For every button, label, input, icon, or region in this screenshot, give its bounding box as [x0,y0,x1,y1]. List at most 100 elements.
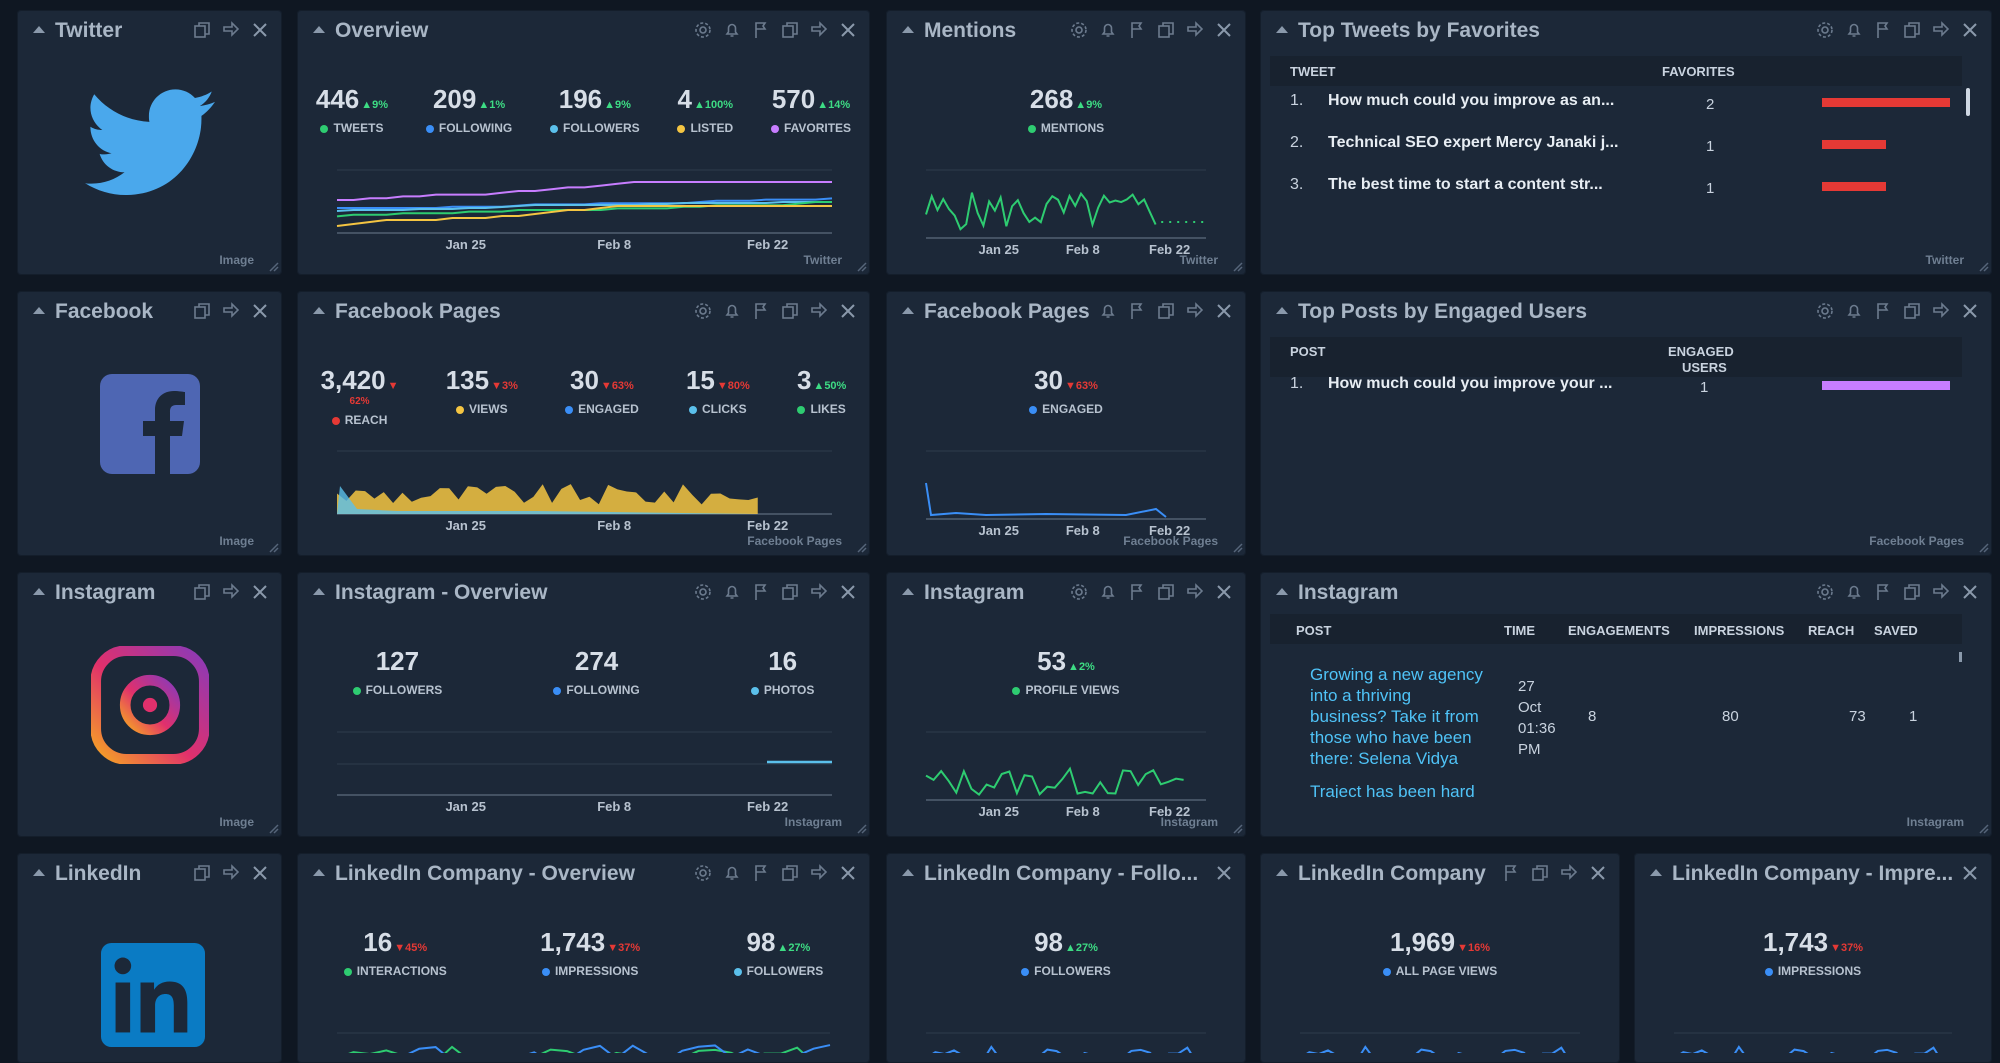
close-icon[interactable] [838,582,858,602]
close-icon[interactable] [250,20,270,40]
collapse-icon[interactable] [1276,588,1288,595]
collapse-icon[interactable] [1276,307,1288,314]
bell-icon[interactable] [1844,301,1864,321]
copy-icon[interactable] [1902,582,1922,602]
close-icon[interactable] [1960,301,1980,321]
share-icon[interactable] [809,863,829,883]
flag-icon[interactable] [751,863,771,883]
copy-icon[interactable] [1902,20,1922,40]
column-header-post[interactable]: POST [1296,623,1332,638]
column-header-engagements[interactable]: ENGAGEMENTS [1568,623,1670,638]
share-icon[interactable] [809,582,829,602]
gear-icon[interactable] [1069,20,1089,40]
resize-handle-icon[interactable] [1977,541,1989,553]
flag-icon[interactable] [1873,582,1893,602]
gear-icon[interactable] [1815,582,1835,602]
row-text[interactable]: Technical SEO expert Mercy Janaki j... [1328,134,1619,151]
row-text[interactable]: The best time to start a content str... [1328,176,1603,193]
collapse-icon[interactable] [313,26,325,33]
column-header-engaged[interactable]: ENGAGED [1668,344,1734,359]
share-icon[interactable] [1185,582,1205,602]
post-link-line[interactable]: there: Selena Vidya [1310,749,1459,768]
copy-icon[interactable] [1156,301,1176,321]
copy-icon[interactable] [192,301,212,321]
share-icon[interactable] [1931,20,1951,40]
scrollbar-thumb[interactable] [1966,88,1970,116]
close-icon[interactable] [1214,863,1234,883]
bell-icon[interactable] [1098,301,1118,321]
copy-icon[interactable] [1902,301,1922,321]
post-link-line[interactable]: into a thriving [1310,686,1412,705]
flag-icon[interactable] [1127,20,1147,40]
resize-handle-icon[interactable] [1977,260,1989,272]
share-icon[interactable] [1931,301,1951,321]
flag-icon[interactable] [1873,20,1893,40]
gear-icon[interactable] [1069,582,1089,602]
close-icon[interactable] [1214,20,1234,40]
table-row[interactable]: Growing a new agency into a thriving bus… [1310,664,1483,769]
close-icon[interactable] [1960,863,1980,883]
collapse-icon[interactable] [1650,869,1662,876]
share-icon[interactable] [1931,582,1951,602]
column-header-favorites[interactable]: FAVORITES [1662,64,1735,79]
copy-icon[interactable] [192,582,212,602]
flag-icon[interactable] [1501,863,1521,883]
resize-handle-icon[interactable] [1231,260,1243,272]
resize-handle-icon[interactable] [267,822,279,834]
column-header-users[interactable]: USERS [1682,360,1727,375]
close-icon[interactable] [1960,582,1980,602]
gear-icon[interactable] [693,20,713,40]
column-header-post[interactable]: POST [1290,344,1326,359]
bell-icon[interactable] [1844,20,1864,40]
resize-handle-icon[interactable] [1977,822,1989,834]
column-header-impressions[interactable]: IMPRESSIONS [1694,623,1785,638]
bell-icon[interactable] [722,582,742,602]
share-icon[interactable] [809,301,829,321]
share-icon[interactable] [221,301,241,321]
row-text[interactable]: How much could you improve your ... [1328,375,1613,392]
column-header-tweet[interactable]: TWEET [1290,64,1336,79]
close-icon[interactable] [1960,20,1980,40]
collapse-icon[interactable] [33,26,45,33]
copy-icon[interactable] [780,20,800,40]
close-icon[interactable] [1214,582,1234,602]
row-text[interactable]: How much could you improve as an... [1328,92,1615,109]
copy-icon[interactable] [780,863,800,883]
copy-icon[interactable] [780,301,800,321]
post-link-line[interactable]: Growing a new agency [1310,665,1483,684]
close-icon[interactable] [838,20,858,40]
gear-icon[interactable] [693,582,713,602]
copy-icon[interactable] [1530,863,1550,883]
share-icon[interactable] [809,20,829,40]
close-icon[interactable] [1214,301,1234,321]
collapse-icon[interactable] [902,869,914,876]
bell-icon[interactable] [722,20,742,40]
post-link-line[interactable]: business? Take it from [1310,707,1479,726]
flag-icon[interactable] [1127,301,1147,321]
flag-icon[interactable] [751,301,771,321]
close-icon[interactable] [1588,863,1608,883]
resize-handle-icon[interactable] [267,541,279,553]
table-row[interactable]: 3. The best time to start a content str..… [1290,176,1952,206]
bell-icon[interactable] [1098,582,1118,602]
collapse-icon[interactable] [33,869,45,876]
flag-icon[interactable] [1873,301,1893,321]
post-link-next[interactable]: Traject has been hard [1310,782,1475,798]
scrollbar-thumb[interactable] [1959,652,1962,662]
resize-handle-icon[interactable] [855,260,867,272]
share-icon[interactable] [221,863,241,883]
copy-icon[interactable] [780,582,800,602]
share-icon[interactable] [1185,301,1205,321]
copy-icon[interactable] [192,20,212,40]
resize-handle-icon[interactable] [267,260,279,272]
resize-handle-icon[interactable] [855,541,867,553]
collapse-icon[interactable] [1276,26,1288,33]
flag-icon[interactable] [1127,582,1147,602]
table-row[interactable]: 1. How much could you improve as an... 2 [1290,92,1952,122]
collapse-icon[interactable] [902,307,914,314]
gear-icon[interactable] [693,301,713,321]
column-header-saved[interactable]: SAVED [1874,623,1918,638]
bell-icon[interactable] [722,863,742,883]
collapse-icon[interactable] [313,307,325,314]
share-icon[interactable] [221,582,241,602]
